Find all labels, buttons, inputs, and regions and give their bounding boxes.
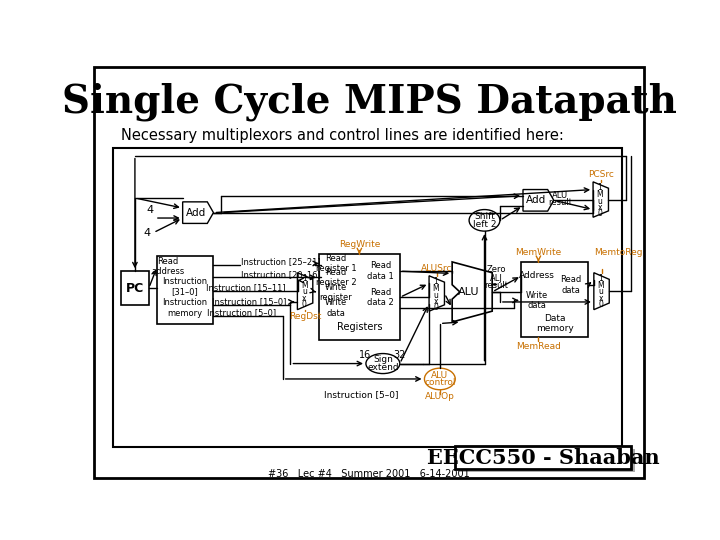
Text: EECC550 - Shaaban: EECC550 - Shaaban — [427, 448, 660, 468]
Bar — [121, 271, 149, 305]
Polygon shape — [523, 190, 554, 211]
Text: x: x — [598, 294, 603, 302]
Polygon shape — [593, 182, 608, 217]
Text: MemWrite: MemWrite — [516, 248, 562, 257]
Text: Registers: Registers — [337, 322, 382, 332]
Text: Read
data 1: Read data 1 — [367, 261, 394, 281]
Text: Read
register 1: Read register 1 — [315, 254, 356, 273]
Bar — [521, 262, 588, 338]
Text: 1: 1 — [598, 274, 603, 284]
Text: 1: 1 — [598, 184, 603, 192]
Text: RegWrite: RegWrite — [338, 240, 380, 249]
Text: x: x — [302, 294, 307, 302]
Text: ALJ: ALJ — [490, 274, 503, 284]
Text: Read
data 2: Read data 2 — [367, 288, 394, 307]
Text: control: control — [424, 379, 456, 387]
Text: M: M — [301, 281, 307, 291]
Text: Address: Address — [519, 271, 555, 280]
Polygon shape — [183, 202, 213, 224]
Text: Necessary multiplexors and control lines are identified here:: Necessary multiplexors and control lines… — [121, 128, 564, 143]
Text: extend: extend — [367, 363, 399, 372]
Text: Instruction
[31–0]: Instruction [31–0] — [163, 277, 207, 296]
Text: Write
data: Write data — [526, 291, 548, 310]
Polygon shape — [594, 273, 609, 309]
Text: ALU: ALU — [431, 370, 449, 380]
Bar — [319, 254, 400, 340]
Text: u: u — [598, 287, 603, 296]
Text: 0: 0 — [598, 209, 603, 218]
Text: 1: 1 — [302, 274, 307, 284]
Text: u: u — [598, 197, 603, 206]
Text: RegDst: RegDst — [289, 312, 321, 321]
Text: MemtoReg: MemtoReg — [594, 248, 643, 257]
Bar — [455, 446, 631, 469]
Text: Write
data: Write data — [325, 299, 347, 318]
Ellipse shape — [366, 354, 400, 374]
Text: PC: PC — [126, 281, 144, 295]
Bar — [157, 256, 212, 323]
Text: #36   Lec #4   Summer 2001   6-14-2001: #36 Lec #4 Summer 2001 6-14-2001 — [268, 469, 470, 480]
Ellipse shape — [469, 210, 500, 231]
Polygon shape — [297, 273, 312, 309]
Text: u: u — [433, 291, 438, 300]
Text: u: u — [302, 287, 307, 296]
Polygon shape — [429, 276, 444, 311]
Text: ALU: ALU — [459, 287, 480, 297]
Text: Single Cycle MIPS Datapath: Single Cycle MIPS Datapath — [62, 83, 676, 121]
Text: Instruction [15–0]: Instruction [15–0] — [212, 298, 287, 307]
Text: x: x — [598, 202, 602, 212]
Text: MemRead: MemRead — [516, 342, 561, 351]
Text: Add: Add — [526, 195, 546, 205]
Text: Instruction
memory: Instruction memory — [163, 299, 207, 318]
Text: 4: 4 — [146, 205, 153, 215]
Text: Instruction [5–0]: Instruction [5–0] — [324, 390, 399, 399]
Text: 16: 16 — [359, 350, 372, 360]
Text: M: M — [598, 281, 604, 291]
Text: Read
address: Read address — [151, 257, 184, 276]
Text: result: result — [548, 198, 572, 207]
Text: Write
register: Write register — [320, 283, 352, 302]
Text: Instruction [5–0]: Instruction [5–0] — [207, 308, 276, 317]
Bar — [113, 148, 621, 447]
Text: ALU: ALU — [552, 191, 568, 200]
Text: x: x — [433, 296, 438, 306]
Text: Shift: Shift — [474, 212, 495, 221]
Text: Instruction [25–21]: Instruction [25–21] — [240, 258, 320, 266]
Text: 1: 1 — [433, 278, 438, 286]
Text: Add: Add — [186, 208, 206, 218]
Text: 0: 0 — [433, 303, 438, 312]
Text: result: result — [484, 281, 508, 291]
Text: Sign: Sign — [373, 355, 393, 364]
Text: 0: 0 — [302, 300, 307, 309]
Text: left 2: left 2 — [473, 220, 496, 229]
Text: 0: 0 — [598, 300, 603, 309]
Text: 4: 4 — [144, 228, 150, 238]
Polygon shape — [452, 262, 492, 322]
Text: M: M — [433, 285, 439, 293]
Bar — [459, 449, 634, 472]
Text: 32: 32 — [394, 350, 406, 360]
Text: Zero: Zero — [486, 265, 505, 274]
Text: Instruction [20–16]: Instruction [20–16] — [240, 270, 320, 279]
Text: M: M — [597, 191, 603, 199]
Text: Read
register 2: Read register 2 — [315, 268, 356, 287]
Text: PCSrc: PCSrc — [588, 170, 613, 179]
Text: Data
memory: Data memory — [536, 314, 573, 333]
Text: ALUOp: ALUOp — [425, 392, 455, 401]
Ellipse shape — [425, 368, 455, 390]
Text: Instruction [15–11]: Instruction [15–11] — [206, 284, 286, 293]
Text: ALUSrc: ALUSrc — [421, 265, 452, 273]
Text: Read
data: Read data — [560, 275, 581, 295]
